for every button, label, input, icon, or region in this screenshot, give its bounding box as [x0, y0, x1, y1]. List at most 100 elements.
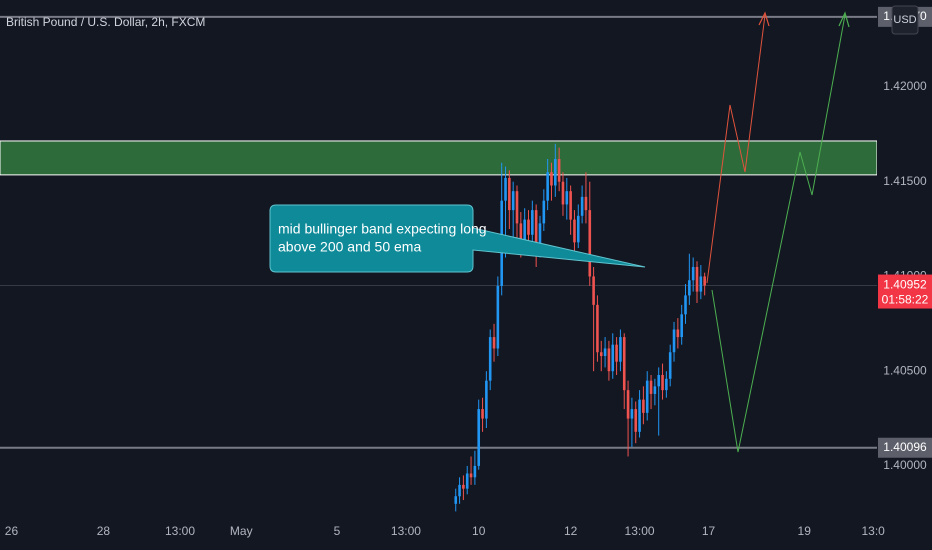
- candle-body: [458, 484, 461, 497]
- candle-body: [668, 352, 672, 379]
- x-tick-label: 26: [5, 524, 19, 538]
- arrow-head: [758, 11, 770, 27]
- candle-body: [454, 496, 458, 504]
- candle-body: [603, 348, 607, 357]
- arrow-head: [838, 11, 850, 28]
- currency-button[interactable]: [891, 5, 919, 35]
- candle-body: [699, 276, 703, 292]
- candle-body: [634, 409, 638, 432]
- last-price-box: [878, 274, 932, 309]
- candle-body: [607, 348, 611, 372]
- candle-body: [599, 352, 603, 357]
- candle-body: [615, 344, 618, 362]
- candle-body: [485, 380, 488, 419]
- x-tick-label: 19: [798, 524, 812, 538]
- time-axis: [0, 515, 932, 550]
- x-tick-label: 13:00: [625, 524, 655, 538]
- candle-body: [649, 380, 653, 394]
- level-label-box: [878, 437, 932, 458]
- candle-body: [596, 304, 599, 353]
- candle-body: [477, 409, 481, 466]
- x-tick-label: 12: [564, 524, 578, 538]
- candle-body: [684, 295, 687, 315]
- candle-body: [630, 409, 634, 419]
- last-price-label: 1.40952: [883, 278, 927, 292]
- x-tick-label: 5: [334, 524, 341, 538]
- projections: [706, 11, 850, 453]
- candle-body: [515, 191, 519, 224]
- candle-body: [588, 210, 592, 277]
- candle-body: [622, 337, 626, 391]
- candle-body: [523, 219, 526, 243]
- candle-body: [695, 266, 699, 292]
- candle-body: [576, 215, 580, 243]
- y-tick-label: 1.40500: [883, 363, 927, 377]
- candle-body: [645, 380, 649, 413]
- candle-body: [569, 191, 572, 220]
- x-tick-label: 13:00: [165, 524, 195, 538]
- candle-body: [638, 399, 641, 432]
- candle-body: [611, 344, 615, 372]
- candle-body: [519, 223, 523, 243]
- candle-body: [534, 210, 538, 249]
- candle-body: [550, 172, 553, 186]
- candle-body: [703, 276, 706, 286]
- candle-body: [465, 473, 469, 489]
- candle-body: [584, 196, 588, 211]
- candle-body: [672, 329, 676, 353]
- candle-body: [469, 473, 473, 478]
- candle-body: [481, 409, 484, 419]
- x-tick-label: 13:00: [391, 524, 421, 538]
- level-label: 1.40096: [883, 440, 927, 454]
- candle-body: [573, 219, 576, 243]
- countdown-label: 01:58:22: [882, 293, 929, 307]
- candle-body: [665, 378, 668, 391]
- projection-green: [711, 14, 846, 453]
- candle-body: [691, 266, 695, 281]
- candle-body: [492, 337, 496, 349]
- projection-red: [706, 14, 766, 284]
- y-tick-label: 1.40000: [883, 458, 927, 472]
- callout: mid bullinger band expecting long above …: [269, 204, 646, 273]
- callout-box: [269, 204, 646, 273]
- y-tick-label: 1.41500: [883, 174, 927, 188]
- x-tick-label: 10: [472, 524, 486, 538]
- zone: [0, 140, 878, 176]
- chart-title: British Pound / U.S. Dollar, 2h, FXCM: [6, 15, 205, 29]
- candle-body: [565, 191, 569, 205]
- x-tick-label: 13:0: [861, 524, 885, 538]
- candle-body: [619, 337, 622, 362]
- candle-body: [676, 329, 680, 338]
- candle-body: [462, 484, 465, 489]
- candle-body: [661, 374, 664, 391]
- candle-body: [538, 223, 542, 249]
- callout-text: above 200 and 50 ema: [278, 239, 421, 255]
- candle-body: [657, 374, 661, 387]
- x-tick-label: May: [230, 524, 253, 538]
- currency-label: USD: [893, 14, 916, 26]
- candle-body: [680, 314, 683, 338]
- candle-body: [688, 280, 691, 296]
- candle-body: [592, 276, 595, 305]
- candle-body: [626, 390, 630, 419]
- candle-body: [546, 172, 549, 201]
- candle-body: [580, 196, 584, 216]
- candle-body: [542, 200, 546, 224]
- x-tick-label: 17: [702, 524, 716, 538]
- candle-body: [511, 191, 515, 211]
- candle-body: [488, 337, 492, 381]
- y-tick-label: 1.42000: [883, 79, 927, 93]
- candle-body: [561, 181, 565, 205]
- callout-text: mid bullinger band expecting long: [278, 221, 487, 237]
- x-tick-label: 28: [97, 524, 111, 538]
- candle-body: [531, 210, 534, 235]
- candle-body: [496, 285, 500, 349]
- candle-body: [473, 465, 477, 478]
- candle-body: [527, 219, 530, 235]
- candle-body: [504, 177, 507, 201]
- candle-body: [554, 158, 557, 186]
- candle-body: [557, 158, 561, 182]
- candle-body: [508, 177, 511, 211]
